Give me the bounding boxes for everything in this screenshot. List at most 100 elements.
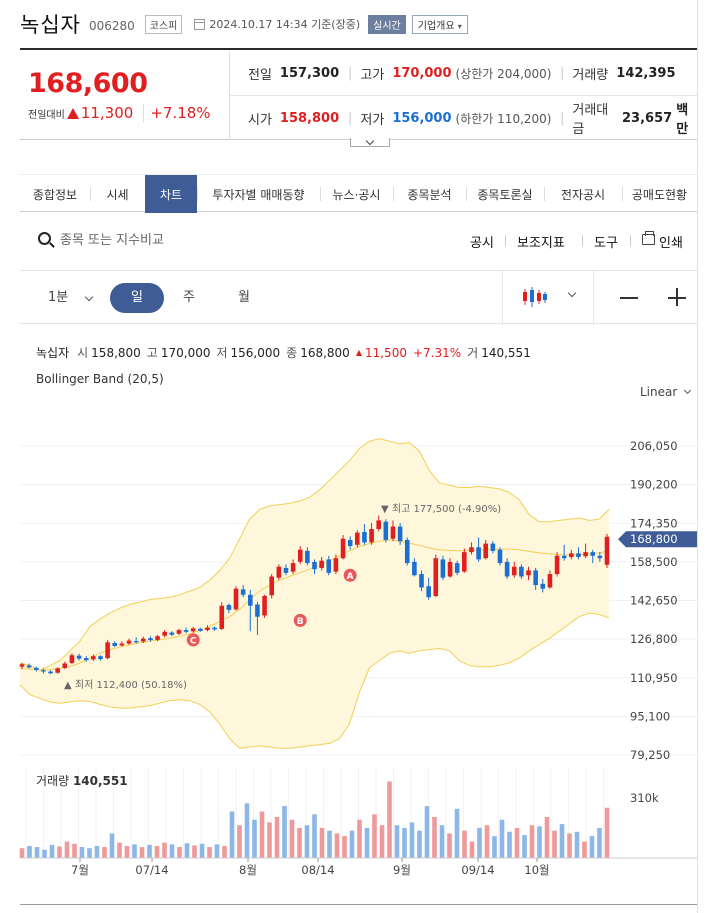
candle-body [312,561,317,570]
volume-bar [169,844,175,858]
compare-search-input[interactable] [60,230,310,250]
y-tick-label: 190,200 [630,478,678,492]
low-short-label: 저 [216,346,228,360]
main-tabs: 종합정보 시세 차트 투자자별 매매동향 뉴스·공시 종목분석 종목토론실 전자공시 공매도현황 [20,174,697,213]
close-short-label: 종 [286,346,298,360]
chart-volume: 140,551 [481,345,531,360]
tools-button[interactable]: 도구 [594,236,618,251]
candlestick-type-icon[interactable] [522,285,548,309]
volume-bar [334,833,340,858]
chart-high: 170,000 [160,345,211,360]
candle-body [262,595,267,616]
tab-7[interactable]: 전자공시 [544,175,622,213]
volume-bar [499,819,505,858]
candle-body [426,586,431,598]
volume-bar [477,827,482,858]
x-tick-label: 10월 [524,863,549,877]
candle-body [447,561,453,577]
company-overview-label: 기업개요 [417,20,455,32]
volume-cell: | 거래량 142,395 [560,64,676,83]
y-tick-label: 79,250 [630,748,670,762]
tab-2[interactable]: 차트 [145,175,197,213]
candle-body [233,588,239,610]
current-price-tag [618,531,700,548]
event-marker-C [186,633,200,647]
printer-icon[interactable] [642,231,655,245]
indicator-button[interactable]: 보조지표 [517,236,565,251]
candle-body [440,559,446,578]
low-label: 저가 [360,112,385,128]
company-overview-dropdown[interactable]: 기업개요 ▾ [411,14,468,34]
realtime-badge[interactable]: 실시간 [368,14,406,34]
tab-0[interactable]: 종합정보 [32,187,78,202]
volume-bar [132,844,137,858]
bollinger-lower-line [19,612,610,749]
expand-toggle-button[interactable] [350,138,390,147]
candle-body [283,567,289,573]
change-value: 11,300 [80,104,134,122]
candle-body [583,552,588,557]
candle-body [333,558,339,572]
chart-open: 158,800 [91,345,141,360]
upper-limit-label: (상한가 [455,67,494,81]
candle-body [98,656,103,660]
period-day[interactable]: 일 [110,283,164,313]
candle-body [419,574,424,588]
scale-dropdown[interactable]: Linear [640,385,692,399]
candle-body [205,627,210,631]
open-label: 시가 [248,112,272,128]
volume-bar [409,822,415,858]
candle-body [126,640,132,644]
ohlc-info-line: 녹십자 시 158,800 고 170,000 저 156,000 종 168,800 … [36,344,537,361]
volume-bar [312,814,317,858]
candle-body [469,547,474,553]
volume-bar [327,830,332,858]
candle-body [276,566,282,578]
candle-body [590,552,596,556]
scrollbar-track[interactable] [697,0,712,913]
volume-tick-label: 310k [630,791,659,805]
volume-bar [162,842,167,858]
period-week[interactable]: 주 [183,290,195,305]
search-icon[interactable] [38,232,51,245]
zoom-out-icon[interactable] [620,297,638,299]
candle-body [83,658,89,661]
tab-3[interactable]: 투자자별 매매동향 [197,175,320,213]
volume-bar [484,825,490,858]
tab-1[interactable]: 시세 [90,175,145,213]
prev-close-cell: 전일 157,300 [248,64,339,83]
tab-8[interactable]: 공매도현황 [622,175,697,213]
print-button[interactable]: 인쇄 [659,236,683,251]
tab-4[interactable]: 뉴스·공시 [320,175,393,213]
lower-limit-label: (하한가 [455,111,494,126]
volume-bar [574,831,580,858]
volume-bar [447,833,452,858]
notice-button[interactable]: 공시 [470,236,494,251]
x-tick-label: 08/14 [301,863,334,877]
candle-body [561,555,567,559]
volume-bar [64,841,70,858]
candle-body [33,667,39,670]
volume-bar [394,825,400,858]
candle-body [355,532,360,545]
period-month[interactable]: 월 [238,290,250,305]
volume-value: 142,395 [616,66,676,81]
minute-period-dropdown[interactable]: 1분 [48,290,69,305]
candle-body [526,570,531,576]
tab-6[interactable]: 종목토론실 [466,175,544,213]
candle-body [148,638,153,641]
caret-down-icon: ▾ [457,21,462,31]
open-short-label: 시 [77,346,89,360]
open-cell: 시가 158,800 [248,109,339,128]
chart-change-pct: +7.31% [412,345,462,360]
volume-bar [207,847,212,858]
prev-close-value: 157,300 [279,66,340,81]
volume-bar [192,845,197,858]
volume-bar [424,806,430,858]
candle-body [62,663,68,668]
volume-panel-value: 140,551 [73,774,128,788]
tab-5[interactable]: 종목분석 [393,175,466,213]
candle-body [319,560,324,568]
divider [630,235,631,246]
